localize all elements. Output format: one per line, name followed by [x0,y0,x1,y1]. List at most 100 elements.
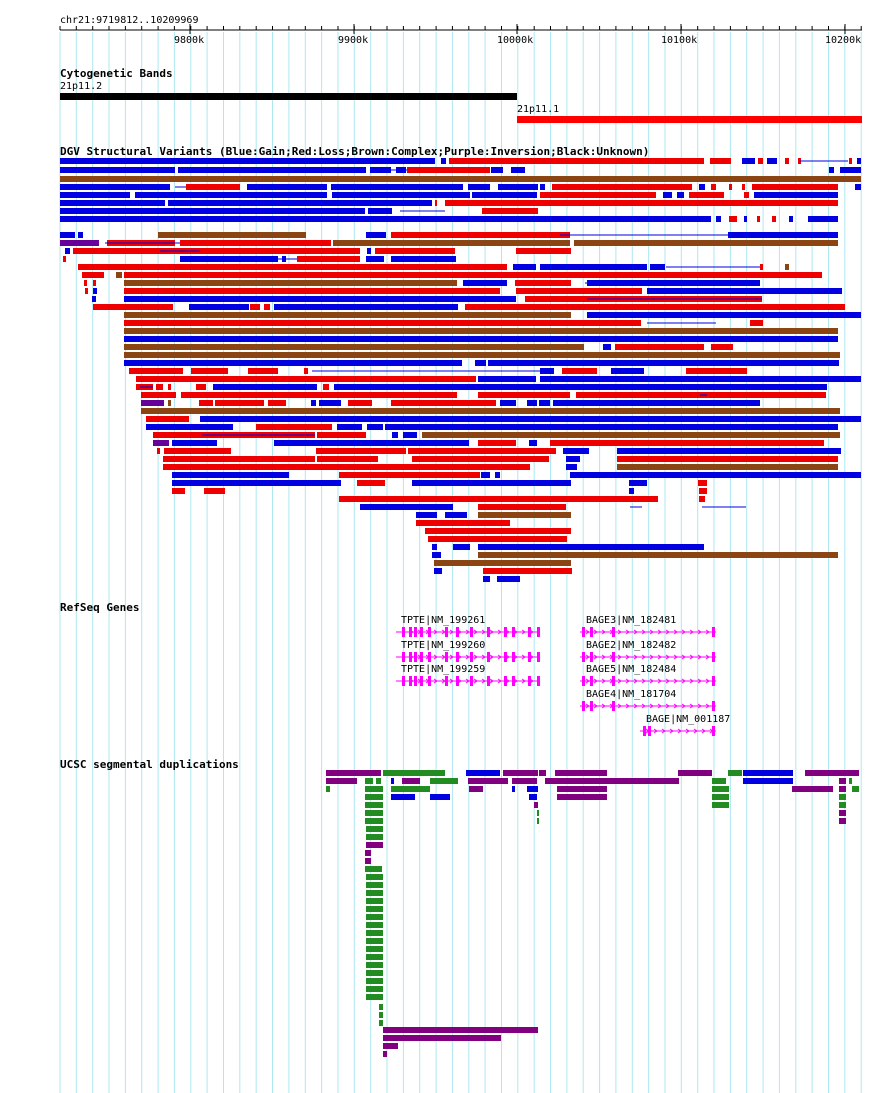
variant-bar [65,248,70,254]
variant-bar [168,200,432,206]
bage4-nm-181704-strand-arrow [601,703,606,709]
tpte-nm-199261-exon [512,627,515,637]
variant-bar [550,440,824,446]
variant-bar [617,456,838,462]
bage3-nm-182481-exon [712,627,715,637]
segdup-bar [402,778,420,784]
bage3-nm-182481-strand-arrow [705,629,710,635]
variant-bar [60,158,435,164]
variant-bar [146,416,189,422]
gene-label-bage4-nm-181704[interactable]: BAGE4|NM_181704 [586,689,677,700]
bage3-nm-182481-strand-arrow [641,629,646,635]
variant-bar [215,400,264,406]
dgv-track[interactable] [60,158,861,582]
tpte-nm-199259-strand-arrow [497,678,502,684]
bage2-nm-182482-strand-arrow [657,654,662,660]
refseq-track-title[interactable]: RefSeq Genes [60,601,140,614]
bage5-nm-182484-strand-arrow [665,678,670,684]
variant-bar [750,320,763,326]
variant-bar [172,480,341,486]
tpte-nm-199259-strand-arrow [481,678,486,684]
tpte-nm-199261-exon [409,627,412,637]
variant-bar [391,232,570,238]
variant-bar [357,480,385,486]
segdup-bar [366,978,383,984]
tpte-nm-199259-strand-arrow [489,678,494,684]
segdup-bar [366,922,383,928]
bage2-nm-182482-strand-arrow [665,654,670,660]
tpte-nm-199259-exon [402,676,405,686]
segdup-track[interactable] [326,770,859,1057]
segdup-bar [366,842,383,848]
variant-bar [274,304,458,310]
variant-bar [63,256,66,262]
bage4-nm-181704-strand-arrow [689,703,694,709]
segdup-bar [379,1012,383,1018]
segdup-bar [849,778,852,784]
bage4-nm-181704-strand-arrow [673,703,678,709]
variant-bar [785,158,789,164]
variant-bar [478,544,704,550]
variant-bar [73,248,360,254]
tpte-nm-199260-strand-arrow [497,654,502,660]
gene-label-tpte-nm-199260[interactable]: TPTE|NM_199260 [401,640,486,651]
variant-bar [767,158,777,164]
bage2-nm-182482-strand-arrow [673,654,678,660]
segdup-bar [712,778,726,784]
bage5-nm-182484-strand-arrow [593,678,598,684]
segdup-bar [537,810,539,816]
variant-bar [407,167,490,173]
variant-bar [319,400,341,406]
gene-label-tpte-nm-199261[interactable]: TPTE|NM_199261 [401,615,486,626]
variant-bar [744,192,749,198]
segdup-bar [743,778,793,784]
segdup-track-title[interactable]: UCSC segmental duplications [60,758,239,771]
variant-bar [432,544,437,550]
tpte-nm-199260-exon [487,652,490,662]
variant-bar [93,280,96,286]
cytoband-track-title[interactable]: Cytogenetic Bands [60,67,173,80]
tpte-nm-199259-exon [445,676,448,686]
segdup-bar [557,794,607,800]
variant-bar [412,480,571,486]
bage5-nm-182484-strand-arrow [585,678,590,684]
bage5-nm-182484-strand-arrow [633,678,638,684]
segdup-bar [839,802,846,808]
variant-bar [478,512,571,518]
gene-label-bage-nm-001187[interactable]: BAGE|NM_001187 [646,714,731,725]
variant-bar [445,200,838,206]
segdup-bar [712,794,729,800]
segdup-bar [366,946,383,952]
tpte-nm-199260-exon [402,652,405,662]
tpte-nm-199260-exon [409,652,412,662]
refseq-track[interactable] [396,627,716,736]
tpte-nm-199259-strand-arrow [433,678,438,684]
bage5-nm-182484-strand-arrow [657,678,662,684]
cytoband-track[interactable] [60,93,862,123]
dgv-track-title[interactable]: DGV Structural Variants (Blue:Gain;Red:L… [60,145,650,158]
variant-bar [82,272,104,278]
bage5-nm-182484-exon [712,676,715,686]
variant-bar [333,240,570,246]
bage2-nm-182482-strand-arrow [593,654,598,660]
variant-bar [339,496,658,502]
variant-bar [172,472,289,478]
variant-bar [366,256,384,262]
variant-bar [617,448,841,454]
variant-bar [189,304,249,310]
segdup-bar [366,890,383,896]
gene-label-bage5-nm-182484[interactable]: BAGE5|NM_182484 [586,664,677,675]
variant-bar [757,216,760,222]
ruler-tick-10100k: 10100k [661,35,698,46]
segdup-bar [430,794,450,800]
gene-label-tpte-nm-199259[interactable]: TPTE|NM_199259 [401,664,486,675]
gene-label-bage3-nm-182481[interactable]: BAGE3|NM_182481 [586,615,677,626]
variant-bar [574,240,838,246]
tpte-nm-199259-exon [420,676,423,686]
variant-bar [617,464,838,470]
variant-bar [124,280,457,286]
gene-label-bage2-nm-182482[interactable]: BAGE2|NM_182482 [586,640,677,651]
segdup-bar [539,770,546,776]
variant-bar [472,192,537,198]
